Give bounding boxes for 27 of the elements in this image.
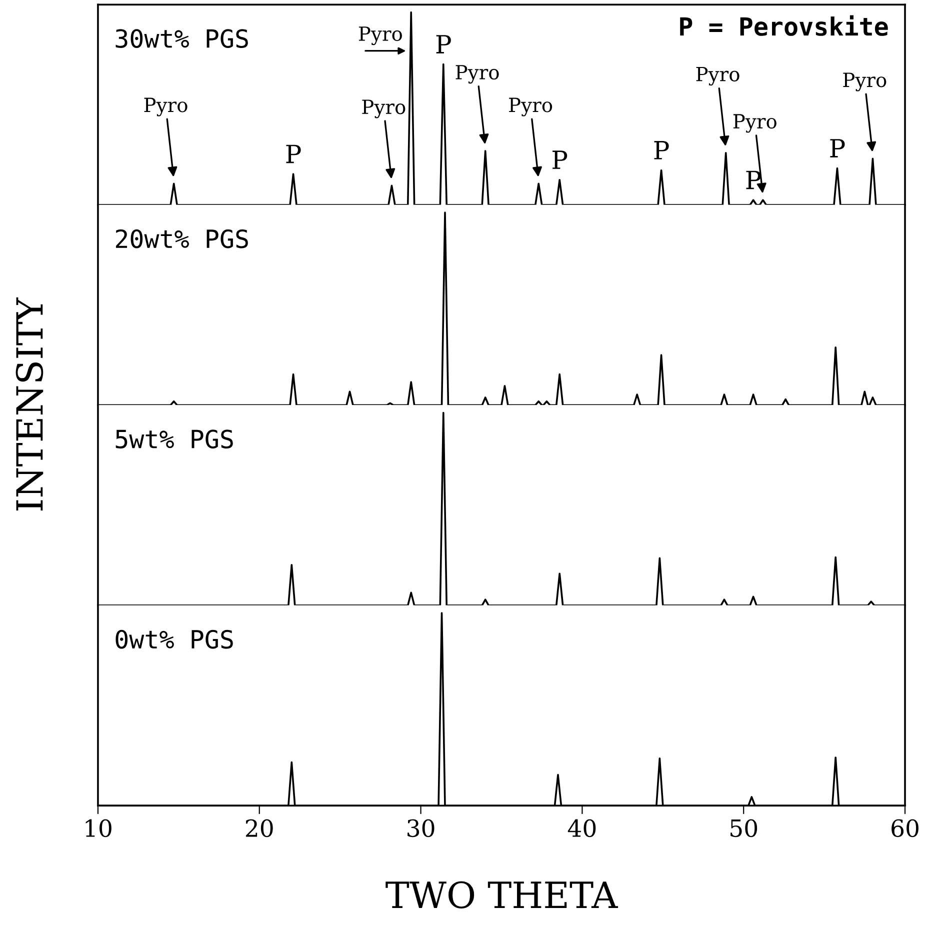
annotation: P: [830, 139, 845, 158]
x-axis-title: TWO THETA: [386, 881, 618, 909]
annotation: P: [552, 150, 568, 169]
annotation: P = Perovskite: [680, 15, 888, 36]
annotation: P: [746, 170, 761, 190]
annotation: Pyro: [843, 72, 886, 92]
text: 0wt% PGS: [116, 630, 233, 649]
text: 5wt% PGS: [116, 430, 233, 448]
y-axis-title: INTENSITY: [16, 297, 44, 511]
x-tick-label: 20: [246, 819, 273, 838]
annotation: Pyro: [358, 26, 402, 46]
text: 30wt% PGS: [116, 29, 248, 48]
annotation: Pyro: [733, 114, 776, 133]
annotation: P: [436, 35, 451, 54]
x-tick-label: 60: [892, 819, 918, 838]
annotation: Pyro: [509, 98, 552, 116]
x-tick-label: 10: [86, 819, 112, 838]
annotation: P: [654, 141, 669, 160]
text: 20wt% PGS: [116, 229, 248, 248]
annotation: Pyro: [456, 65, 499, 84]
annotation: P: [286, 144, 301, 164]
annotation: Pyro: [362, 100, 406, 118]
annotation: Pyro: [144, 98, 188, 116]
annotation: Pyro: [696, 67, 740, 86]
x-tick-label: 50: [730, 819, 758, 838]
x-tick-label: 30: [408, 819, 434, 838]
x-tick-label: 40: [568, 819, 596, 838]
